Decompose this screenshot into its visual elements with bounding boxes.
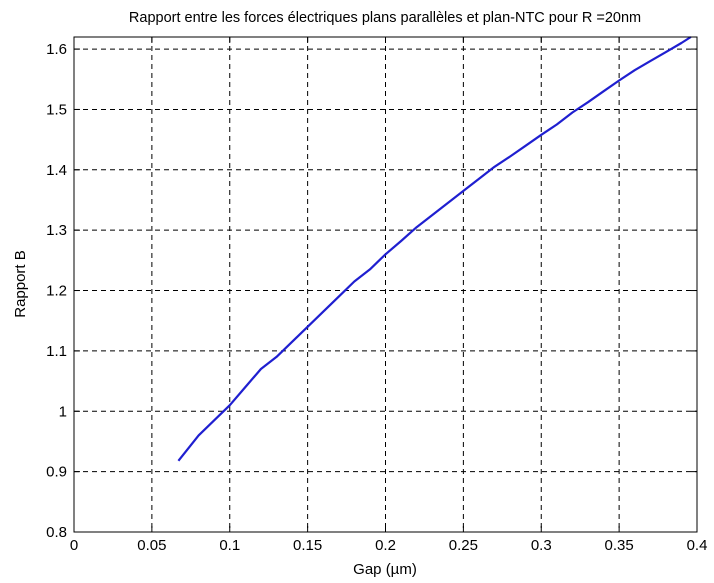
- x-tick-label: 0.25: [449, 537, 478, 554]
- y-tick-label: 1.5: [46, 101, 67, 118]
- x-tick-label: 0.1: [219, 537, 240, 554]
- series-group: [177, 36, 692, 462]
- x-axis-label: Gap (µm): [353, 561, 417, 578]
- x-tick-label: 0.05: [137, 537, 166, 554]
- x-tick-label: 0: [70, 537, 78, 554]
- grid: [74, 37, 697, 532]
- y-tick-label: 1.6: [46, 41, 67, 58]
- y-axis-label: Rapport B: [12, 250, 29, 318]
- x-tick-label: 0.3: [531, 537, 552, 554]
- x-tick-label: 0.4: [687, 537, 708, 554]
- x-tick-label: 0.35: [605, 537, 634, 554]
- y-tick-label: 0.9: [46, 464, 67, 481]
- x-tick-label: 0.15: [293, 537, 322, 554]
- y-tick-label: 1.3: [46, 222, 67, 239]
- y-tick-label: 1.2: [46, 283, 67, 300]
- chart-title: Rapport entre les forces électriques pla…: [129, 10, 641, 26]
- x-tick-label: 0.2: [375, 537, 396, 554]
- y-tick-label: 1.1: [46, 343, 67, 360]
- ticks: 0 0.05 0.1 0.15 0.2 0.25 0.3 0.35 0.4 0.8 0.9 1 1.1 1…: [46, 37, 707, 554]
- y-tick-label: 0.8: [46, 524, 67, 541]
- plot-frame: [73, 36, 698, 533]
- series-line: [177, 36, 692, 462]
- y-tick-label: 1.4: [46, 162, 67, 179]
- y-tick-label: 1: [59, 403, 67, 420]
